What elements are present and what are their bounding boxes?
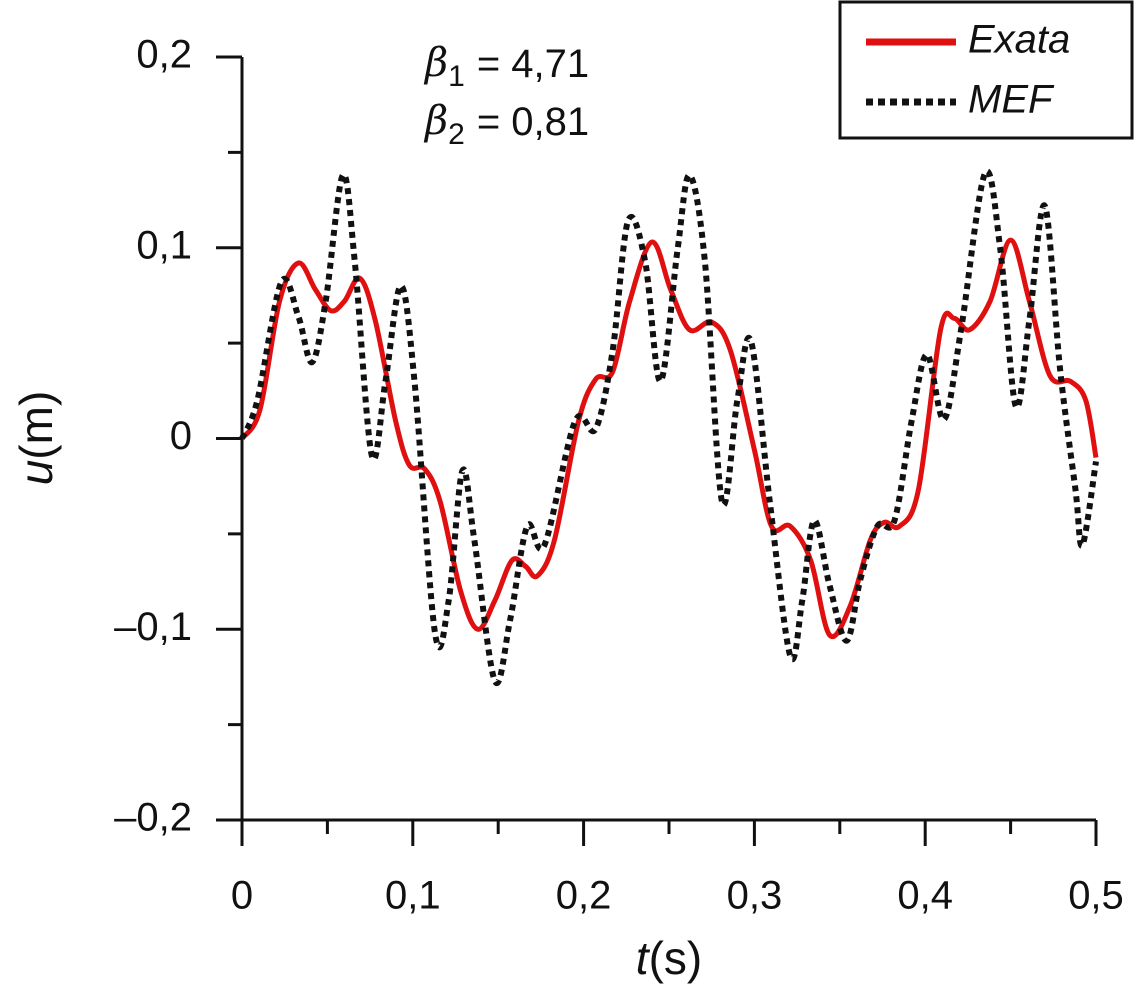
x-tick-label: 0,3: [727, 874, 783, 918]
series-line: [239, 237, 1099, 640]
x-tick-label: 0,5: [1068, 874, 1124, 918]
legend-box: [838, 0, 1134, 140]
y-tick-label: 0,2: [136, 33, 192, 77]
y-label-unit: (m): [10, 391, 62, 460]
x-tick-label: 0,2: [556, 874, 612, 918]
annotation-subscript: 2: [448, 118, 465, 151]
y-tick-label: –0,1: [114, 605, 192, 649]
annotation: β1 = 4,71: [423, 40, 589, 93]
legend-label: MEF: [968, 78, 1055, 122]
annotation-subscript: 1: [448, 60, 465, 93]
y-label-var: u: [10, 460, 62, 486]
y-tick-label: 0,1: [136, 223, 192, 267]
x-tick-label: 0,1: [385, 874, 441, 918]
annotation-text: = 4,71: [477, 42, 589, 86]
y-tick-label: –0,2: [114, 796, 192, 840]
annotation-symbol: β: [423, 40, 448, 86]
series-line: [239, 168, 1099, 686]
y-axis-label: u(m): [10, 391, 62, 486]
annotation: β2 = 0,81: [423, 98, 589, 151]
x-axis-label: t(s): [636, 932, 702, 984]
x-tick-label: 0: [231, 874, 253, 918]
x-label-var: t: [636, 932, 651, 984]
annotation-text: = 0,81: [477, 100, 589, 144]
x-tick-label: 0,4: [897, 874, 953, 918]
annotation-symbol: β: [423, 98, 448, 144]
y-tick-label: 0: [170, 414, 192, 458]
legend-label: Exata: [968, 18, 1070, 62]
x-label-unit: (s): [649, 932, 703, 984]
